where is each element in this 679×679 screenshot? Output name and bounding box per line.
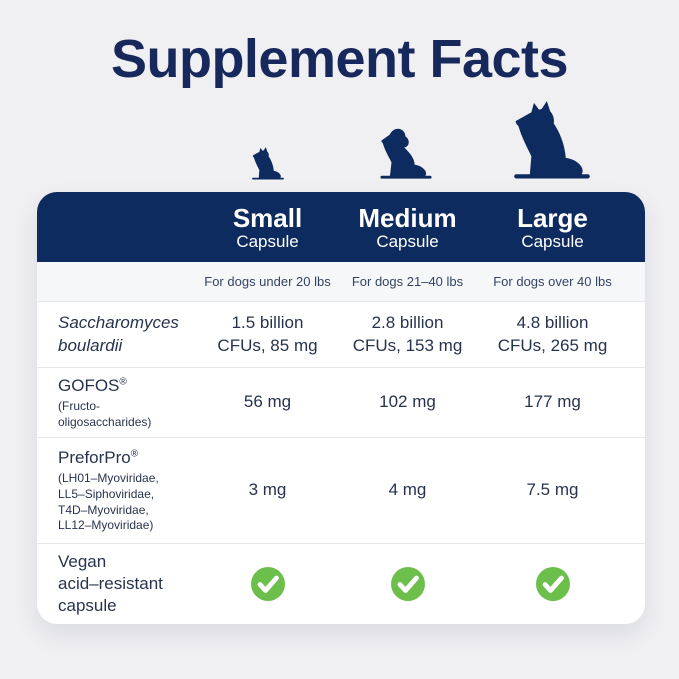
weight-range-small: For dogs under 20 lbs (204, 274, 331, 289)
ingredient-label: GOFOS® (Fructo- oligosaccharides) (37, 375, 195, 431)
check-large (475, 567, 630, 601)
table-row-vegan-capsule: Vegan acid–resistant capsule (37, 543, 645, 624)
ingredient-label: Saccharomyces boulardii (37, 312, 195, 356)
column-unit-label: Capsule (521, 232, 584, 252)
table-row-preforpro: PreforPro® (LH01–Myoviridae, LL5–Siphovi… (37, 437, 645, 543)
table-row-saccharomyces: Saccharomyces boulardii 1.5 billion CFUs… (37, 302, 645, 367)
registered-trademark: ® (130, 448, 139, 460)
column-header-small: Small Capsule (195, 202, 340, 253)
ingredient-name-line: Saccharomyces (58, 313, 179, 333)
registered-trademark: ® (119, 375, 127, 387)
column-unit-label: Capsule (236, 232, 299, 252)
value-small: 56 mg (243, 392, 292, 412)
supplement-facts-table: Small Capsule Medium Capsule Large Capsu… (37, 192, 645, 624)
ingredient-label: PreforPro® (LH01–Myoviridae, LL5–Siphovi… (37, 447, 195, 534)
value-large: 7.5 mg (526, 480, 579, 500)
value-large: 4.8 billion CFUs, 265 mg (497, 312, 608, 355)
value-large: 177 mg (524, 392, 581, 412)
value-small: 3 mg (248, 480, 287, 500)
check-icon (535, 567, 570, 601)
table-row-gofos: GOFOS® (Fructo- oligosaccharides) 56 mg … (37, 367, 645, 437)
value-small: 1.5 billion CFUs, 85 mg (217, 312, 318, 355)
weight-range-medium: For dogs 21–40 lbs (351, 274, 464, 289)
ingredient-name: GOFOS® (58, 375, 127, 395)
check-medium (340, 567, 475, 601)
table-subheader-row: For dogs under 20 lbs For dogs 21–40 lbs… (37, 262, 645, 302)
value-medium: 4 mg (388, 480, 427, 500)
ingredient-name-line: boulardii (58, 335, 123, 355)
ingredient-label: Vegan acid–resistant capsule (58, 551, 163, 616)
ingredient-detail: (Fructo- oligosaccharides) (58, 398, 152, 429)
column-header-large: Large Capsule (475, 202, 630, 253)
column-unit-label: Capsule (376, 232, 439, 252)
medium-dog-icon (377, 121, 435, 183)
value-medium: 2.8 billion CFUs, 153 mg (352, 312, 463, 355)
table-header-row: Small Capsule Medium Capsule Large Capsu… (37, 192, 645, 262)
column-size-label: Large (517, 202, 588, 233)
column-size-label: Medium (358, 202, 457, 233)
check-icon (390, 567, 425, 601)
value-medium: 102 mg (379, 392, 436, 412)
column-size-label: Small (232, 202, 303, 233)
large-dog-icon (509, 95, 595, 183)
ingredient-detail: (LH01–Myoviridae, LL5–Siphoviridae, T4D–… (58, 470, 159, 533)
page-title: Supplement Facts (110, 29, 569, 89)
column-header-medium: Medium Capsule (340, 202, 475, 253)
check-small (195, 567, 340, 601)
small-dog-icon (250, 143, 286, 183)
check-icon (250, 567, 285, 601)
weight-range-large: For dogs over 40 lbs (493, 274, 612, 289)
ingredient-name: PreforPro® (58, 447, 139, 467)
